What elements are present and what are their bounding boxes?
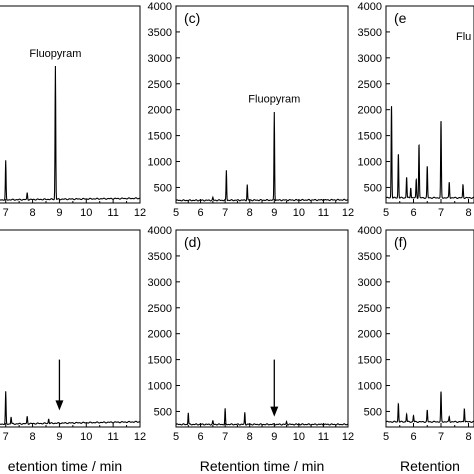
x-tick-label: 8 — [30, 207, 36, 219]
y-tick-label: 3500 — [148, 251, 172, 263]
x-tick-label: 5 — [383, 431, 389, 443]
x-tick-label: 8 — [465, 431, 471, 443]
peak-annotation: Fluopyram — [29, 48, 81, 60]
chromatogram-trace — [385, 391, 474, 423]
chromatogram-trace — [175, 408, 349, 426]
y-tick-label: 500 — [364, 406, 382, 418]
x-tick-label: 12 — [342, 207, 354, 219]
plot-frame — [385, 229, 474, 428]
y-tick-label: 3500 — [358, 251, 382, 263]
x-tick-label: 7 — [438, 431, 444, 443]
y-tick-label: 2000 — [358, 329, 382, 341]
x-axis-label: Retention time / min — [200, 458, 325, 474]
x-tick-label: 7 — [222, 207, 228, 219]
chromatogram-trace — [0, 391, 141, 426]
y-tick-label: 1500 — [148, 355, 172, 367]
x-tick-label: 10 — [80, 431, 92, 443]
x-tick-label: 7 — [3, 431, 9, 443]
plot-frame — [385, 5, 474, 204]
x-tick-label: 9 — [56, 431, 62, 443]
y-tick-label: 2000 — [358, 105, 382, 117]
panel-f: 5 6 7 8 500 1000 1500 2000 2500 3000 3500 4000 (f) — [358, 225, 474, 443]
peak-annotation: Fluopyram — [248, 93, 300, 105]
y-tick-label: 1000 — [358, 157, 382, 169]
chromatogram-trace — [175, 111, 349, 202]
x-tick-label: 8 — [30, 431, 36, 443]
x-tick-label: 8 — [465, 207, 471, 219]
y-tick-label: 4000 — [148, 1, 172, 13]
x-axis-label: etention time / min — [8, 458, 122, 474]
x-tick-label: 6 — [410, 431, 416, 443]
panel-b: 7 8 9 10 11 12 — [0, 229, 146, 443]
y-tick-label: 1000 — [148, 381, 172, 393]
chromatogram-trace — [385, 106, 474, 199]
x-tick-label: 7 — [222, 431, 228, 443]
x-axis-label: Retention — [400, 458, 460, 474]
x-tick-label: 6 — [198, 431, 204, 443]
arrow-head — [55, 400, 64, 411]
x-tick-label: 11 — [318, 431, 329, 443]
x-tick-label: 6 — [410, 207, 416, 219]
y-tick-label: 3000 — [358, 53, 382, 65]
x-tick-label: 5 — [173, 207, 179, 219]
y-tick-label: 2500 — [148, 303, 172, 315]
y-tick-label: 3000 — [358, 277, 382, 289]
y-tick-label: 2500 — [148, 79, 172, 91]
x-tick-label: 12 — [134, 431, 146, 443]
y-tick-label: 3500 — [148, 27, 172, 39]
x-tick-label: 7 — [438, 207, 444, 219]
y-tick-label: 4000 — [358, 1, 382, 13]
x-tick-label: 9 — [271, 431, 277, 443]
y-tick-label: 2500 — [358, 303, 382, 315]
x-tick-label: 10 — [293, 431, 305, 443]
x-tick-label: 10 — [293, 207, 305, 219]
panel-c: 5 6 7 8 9 10 11 12 500 1000 1500 2000 2500 3000 3500 40… — [148, 1, 355, 219]
x-tick-label: 11 — [318, 207, 329, 219]
x-tick-label: 9 — [271, 207, 277, 219]
x-tick-label: 8 — [247, 431, 253, 443]
panel-label: (e — [394, 10, 407, 26]
y-tick-label: 4000 — [148, 225, 172, 237]
x-tick-label: 12 — [342, 431, 354, 443]
arrow-head — [270, 406, 279, 417]
panel-label: (c) — [184, 10, 200, 26]
y-tick-label: 1000 — [148, 157, 172, 169]
plot-frame — [0, 5, 141, 204]
peak-annotation: Flu — [456, 31, 471, 43]
y-tick-label: 1000 — [358, 381, 382, 393]
y-tick-label: 3500 — [358, 27, 382, 39]
y-tick-label: 500 — [364, 182, 382, 194]
y-tick-label: 1500 — [358, 131, 382, 143]
plot-frame — [175, 229, 349, 428]
y-tick-label: 2000 — [148, 105, 172, 117]
x-tick-label: 8 — [247, 207, 253, 219]
y-tick-label: 1500 — [358, 355, 382, 367]
panel-a: 7 8 9 10 11 12 Fluopyram etention time / min — [0, 5, 146, 474]
y-tick-label: 2000 — [148, 329, 172, 341]
y-tick-label: 1500 — [148, 131, 172, 143]
y-tick-label: 3000 — [148, 53, 172, 65]
x-tick-label: 9 — [56, 207, 62, 219]
x-tick-label: 5 — [173, 431, 179, 443]
y-tick-label: 500 — [154, 406, 172, 418]
y-tick-label: 3000 — [148, 277, 172, 289]
plot-frame — [0, 229, 141, 428]
x-tick-label: 10 — [80, 207, 92, 219]
x-tick-label: 6 — [198, 207, 204, 219]
x-tick-label: 11 — [107, 431, 118, 443]
x-tick-label: 7 — [3, 207, 9, 219]
x-tick-label: 12 — [134, 207, 146, 219]
panel-d: 5 6 7 8 9 10 11 12 500 1000 1500 2000 2500 3000 3500 40… — [148, 225, 355, 474]
x-tick-label: 5 — [383, 207, 389, 219]
y-tick-label: 2500 — [358, 79, 382, 91]
chromatogram-trace — [0, 66, 141, 201]
panel-e: 5 6 7 8 500 1000 1500 2000 2500 3000 3500 4000 Flu (e… — [358, 1, 474, 474]
panel-label: (f) — [394, 234, 407, 250]
x-tick-label: 11 — [107, 207, 118, 219]
y-tick-label: 500 — [154, 182, 172, 194]
y-tick-label: 4000 — [358, 225, 382, 237]
panel-label: (d) — [184, 234, 201, 250]
